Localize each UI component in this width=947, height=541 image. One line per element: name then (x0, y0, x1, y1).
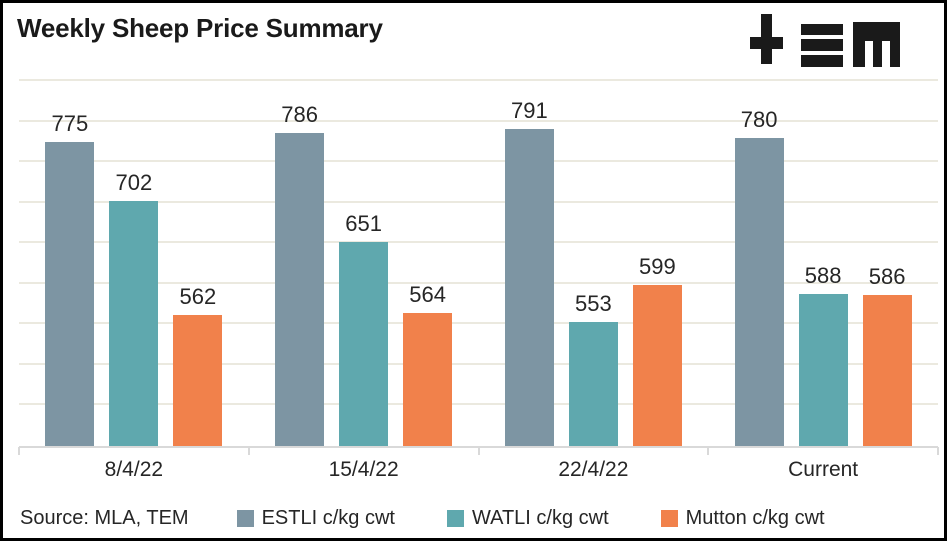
chart-title: Weekly Sheep Price Summary (17, 13, 383, 43)
gridline-600 (19, 281, 938, 284)
data-label: 564 (409, 281, 446, 307)
bar-watli-8/4/22: 702 (109, 170, 159, 446)
bar-mutton-8/4/22: 562 (173, 284, 223, 446)
footer-row: Source: MLA, TEM ESTLI c/kg cwt WATLI c/k… (20, 507, 932, 530)
gridline-550 (19, 322, 938, 325)
data-label: 702 (115, 170, 153, 196)
bar-group-8/4/22: 775 702 562 (19, 81, 249, 446)
gridline-700 (19, 200, 938, 203)
category-label-Current: Current (788, 458, 859, 481)
x-axis-line (19, 446, 938, 448)
axis-tick (937, 447, 939, 455)
gridline-850 (19, 79, 938, 81)
gridline-500 (19, 362, 938, 365)
bar-watli-22/4/22: 553 (568, 291, 618, 446)
category-axis-labels: 8/4/22 15/4/22 22/4/22 Current (19, 458, 938, 482)
gridline-650 (19, 241, 938, 244)
data-label: 780 (740, 106, 778, 132)
category-label-8/4/22: 8/4/22 (104, 458, 164, 481)
legend-item-mutton: Mutton c/kg cwt (660, 507, 825, 530)
bar-group-22/4/22: 791 553 599 (479, 81, 709, 446)
legend-label: Mutton c/kg cwt (685, 507, 825, 529)
data-label: 588 (804, 262, 842, 288)
axis-tick (477, 447, 480, 455)
data-label: 599 (639, 253, 676, 279)
axis-tick (18, 447, 20, 455)
gridline-450 (19, 403, 938, 406)
data-label: 651 (345, 211, 382, 237)
bar-estli-8/4/22: 775 (45, 111, 95, 446)
bar-estli-15/4/22: 786 (275, 102, 325, 446)
bar-watli-15/4/22: 651 (339, 211, 389, 446)
legend-label: ESTLI c/kg cwt (261, 507, 395, 529)
plot-area: 775 702 562 786 651 564 791 553 599 780 588 586 (18, 79, 939, 455)
axis-tick (247, 447, 250, 455)
legend-swatch-icon (446, 510, 464, 527)
bar-group-Current: 780 588 586 (708, 81, 938, 446)
data-label: 562 (179, 283, 217, 309)
source-note: Source: MLA, TEM (20, 507, 189, 529)
bar-watli-Current: 588 (798, 263, 848, 446)
data-label: 775 (51, 110, 89, 136)
gridline-800 (19, 119, 938, 122)
legend-swatch-icon (236, 510, 254, 527)
category-label-22/4/22: 22/4/22 (558, 458, 629, 481)
legend-swatch-icon (660, 510, 678, 527)
tem-logo-icon (750, 14, 900, 67)
category-label-15/4/22: 15/4/22 (328, 458, 399, 481)
data-label: 553 (575, 290, 612, 316)
legend-item-watli: WATLI c/kg cwt (446, 507, 609, 530)
legend-item-estli: ESTLI c/kg cwt (236, 507, 395, 530)
gridline-750 (19, 160, 938, 163)
bar-group-15/4/22: 786 651 564 (249, 81, 479, 446)
bar-mutton-15/4/22: 564 (403, 282, 453, 446)
bar-estli-22/4/22: 791 (504, 98, 554, 446)
bar-mutton-Current: 586 (862, 264, 912, 446)
bar-estli-Current: 780 (734, 107, 784, 446)
bar-mutton-22/4/22: 599 (632, 254, 682, 446)
bar-groups: 775 702 562 786 651 564 791 553 599 780 588 586 (19, 81, 938, 446)
axis-tick (707, 447, 710, 455)
legend: ESTLI c/kg cwt WATLI c/kg cwt Mutton c/kg … (236, 507, 825, 530)
data-label: 791 (511, 97, 548, 123)
legend-label: WATLI c/kg cwt (471, 507, 609, 529)
data-label: 586 (868, 264, 906, 290)
data-label: 786 (281, 101, 318, 127)
